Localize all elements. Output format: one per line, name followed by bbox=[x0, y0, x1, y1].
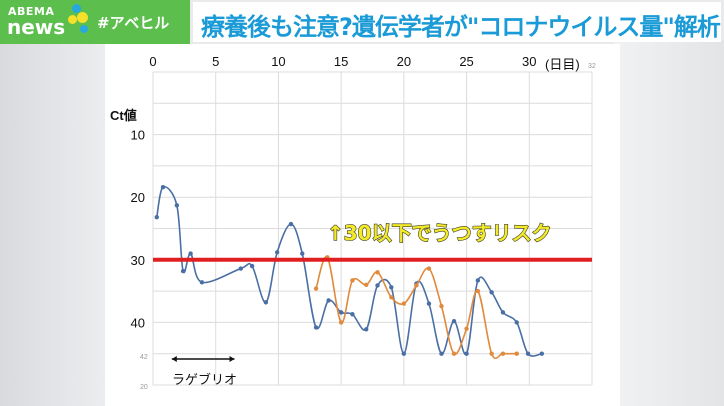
series-line-1 bbox=[315, 256, 517, 360]
hashtag: #アベヒル bbox=[97, 14, 170, 32]
chart-panel bbox=[105, 44, 620, 406]
logo-dot-icon bbox=[68, 15, 77, 24]
data-point bbox=[464, 351, 469, 356]
data-point bbox=[439, 303, 444, 309]
headline: 療養後も注意?遺伝学者が"コロナウイルス量"解析 bbox=[201, 13, 721, 41]
data-point bbox=[188, 251, 193, 256]
abema-news-logo: ABEMA news #アベヒル bbox=[0, 0, 190, 44]
data-point bbox=[350, 278, 355, 283]
series bbox=[154, 184, 545, 360]
data-point bbox=[426, 301, 432, 306]
y-extra-tick: 20 bbox=[140, 384, 148, 391]
data-point bbox=[199, 280, 205, 285]
data-point bbox=[274, 250, 280, 255]
data-point bbox=[249, 263, 255, 269]
x-tick-label: 0 bbox=[149, 54, 156, 69]
axis-ticks: 0 5 10 15 20 25 30 10 20 30 40 bbox=[131, 54, 537, 330]
headline-bar: 療養後も注意?遺伝学者が"コロナウイルス量"解析 bbox=[193, 2, 721, 42]
background-blur-left bbox=[0, 40, 110, 406]
x-axis-unit: (日目) bbox=[545, 57, 580, 72]
series-line-0 bbox=[155, 186, 542, 357]
broadcast-header: ABEMA news #アベヒル 療養後も注意?遺伝学者が"コロナウイルス量"解… bbox=[0, 0, 724, 44]
data-point bbox=[180, 268, 186, 274]
data-point bbox=[375, 283, 380, 288]
data-point bbox=[489, 351, 494, 356]
background-blur-right bbox=[614, 40, 724, 406]
treatment-label: ラゲブリオ bbox=[172, 372, 237, 387]
x-tick-label: 20 bbox=[397, 54, 411, 69]
y-tick-label: 20 bbox=[131, 190, 145, 205]
data-point bbox=[439, 351, 444, 356]
data-point bbox=[414, 283, 419, 288]
arrow-left-icon bbox=[171, 356, 177, 362]
data-point bbox=[389, 295, 394, 300]
data-point bbox=[338, 310, 344, 315]
data-point bbox=[174, 203, 180, 208]
data-point bbox=[263, 300, 269, 305]
x-tick-label: 10 bbox=[271, 54, 285, 69]
x-tick-label: 15 bbox=[334, 54, 348, 69]
x-tick-label: 30 bbox=[522, 54, 536, 69]
logo-dot-icon bbox=[77, 12, 88, 23]
data-point bbox=[326, 298, 331, 303]
arrow-right-icon bbox=[229, 356, 235, 362]
data-point bbox=[464, 326, 469, 331]
data-point bbox=[238, 266, 243, 271]
logo-dot-icon bbox=[80, 25, 88, 33]
treatment-period-arrow bbox=[171, 356, 235, 362]
data-point bbox=[514, 351, 519, 356]
data-point bbox=[500, 351, 506, 356]
data-point bbox=[475, 288, 481, 294]
data-point bbox=[364, 327, 369, 332]
data-point bbox=[389, 285, 394, 290]
data-point bbox=[313, 325, 319, 330]
data-point bbox=[525, 351, 531, 356]
data-point bbox=[401, 301, 407, 306]
x-tick-label: 5 bbox=[212, 54, 219, 69]
data-point bbox=[451, 351, 457, 356]
data-point bbox=[375, 270, 380, 275]
corner-label: 32 bbox=[588, 63, 596, 70]
logo-bottom-text: news bbox=[7, 15, 66, 39]
logo-top-text: ABEMA bbox=[8, 5, 55, 18]
data-point bbox=[451, 318, 457, 324]
y-tick-label: 40 bbox=[131, 315, 145, 330]
grid bbox=[152, 71, 593, 386]
logo-dot-icon bbox=[72, 4, 81, 13]
data-point bbox=[401, 351, 407, 356]
data-point bbox=[300, 251, 305, 256]
y-tick-label: 10 bbox=[131, 128, 145, 143]
threshold-annotation: ↑30以下でうつすリスク bbox=[327, 221, 552, 245]
data-point bbox=[313, 286, 319, 291]
data-point bbox=[160, 184, 166, 190]
data-point bbox=[350, 312, 355, 317]
y-extra-tick: 42 bbox=[140, 354, 148, 361]
y-tick-label: 30 bbox=[131, 253, 145, 268]
data-point bbox=[338, 320, 344, 325]
data-point bbox=[514, 320, 519, 325]
x-tick-label: 25 bbox=[459, 54, 473, 69]
data-point bbox=[489, 290, 494, 295]
data-point bbox=[288, 221, 294, 227]
data-point bbox=[364, 282, 369, 288]
y-axis-label: Ct値 bbox=[110, 108, 137, 123]
data-point bbox=[539, 351, 545, 356]
data-point bbox=[154, 215, 159, 220]
data-point bbox=[475, 278, 481, 283]
data-point bbox=[426, 266, 432, 271]
data-point bbox=[500, 310, 506, 315]
